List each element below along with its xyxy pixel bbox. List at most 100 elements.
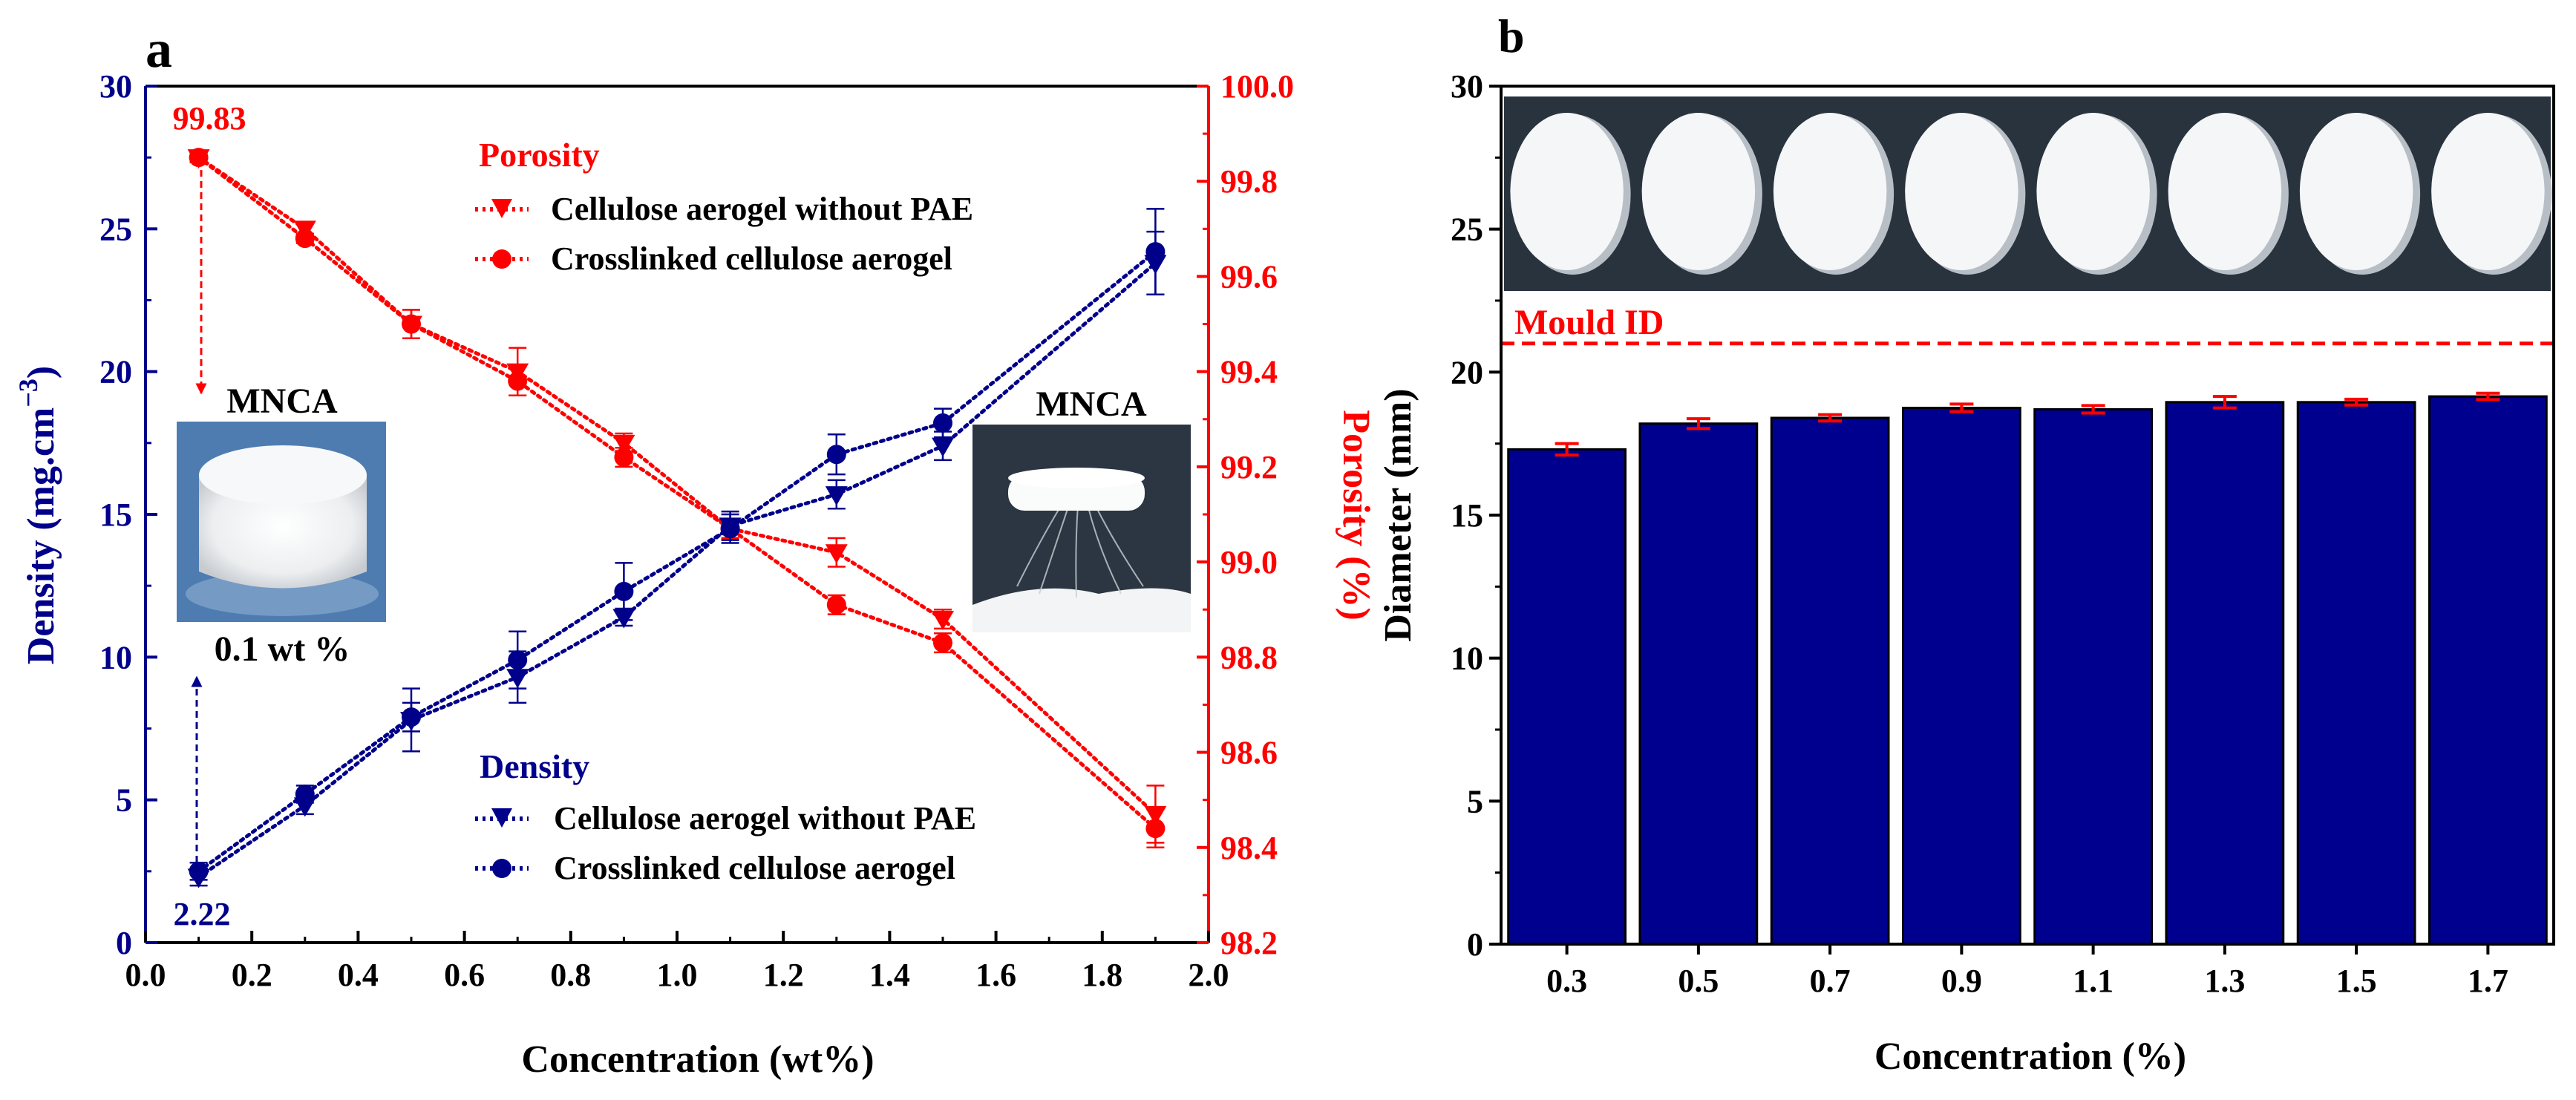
data-point-circle — [402, 707, 421, 727]
legend-porosity-crosslinked: Crosslinked cellulose aerogel — [551, 240, 952, 277]
y-tick-label: 20 — [1451, 354, 1483, 390]
inset-left-photo — [177, 422, 386, 622]
y-right-tick-label: 100.0 — [1220, 68, 1294, 105]
y-right-tick-label: 98.2 — [1220, 925, 1278, 961]
aerogel-cylinder — [2431, 113, 2545, 270]
y-left-tick-label: 20 — [99, 354, 132, 390]
bar-0.9 — [1901, 407, 2021, 946]
data-point-triangle — [932, 611, 954, 631]
data-point-circle — [826, 445, 846, 465]
inset-right-title: MNCA — [1036, 384, 1147, 424]
y-left-tick-label: 5 — [116, 782, 132, 819]
panel-a-label: a — [146, 19, 172, 79]
data-point-circle — [1145, 242, 1166, 262]
legend-marker-triangle-blue — [491, 808, 512, 828]
panel-a-ylabel-right: Porosity (%) — [1335, 410, 1377, 621]
x-tick-label: 0.9 — [1941, 963, 1982, 999]
y-right-tick-label: 98.8 — [1220, 639, 1278, 675]
legend-porosity: Porosity Cellulose aerogel without PAE C… — [475, 136, 973, 277]
data-point-circle — [614, 448, 634, 468]
annotation-bottom-value: 2.22 — [174, 896, 231, 932]
y-left-tick-label: 10 — [99, 639, 132, 675]
panel-b-ylabel: Diameter (mm) — [1377, 388, 1419, 641]
x-tick-label: 1.0 — [657, 957, 698, 993]
x-tick-label: 1.7 — [2468, 963, 2508, 999]
legend-marker-circle-blue — [492, 859, 511, 878]
data-point-circle — [614, 581, 634, 601]
aerogel-cylinder — [1641, 113, 1756, 270]
ylabel-left-superscript: −3 — [13, 379, 43, 407]
panel-b-bars — [1507, 391, 2548, 946]
x-tick-label: 1.4 — [869, 957, 910, 993]
mould-id-label: Mould ID — [1514, 303, 1664, 342]
legend-porosity-title: Porosity — [479, 136, 600, 174]
legend-marker-circle-red — [492, 249, 511, 269]
bar-0.7 — [1770, 416, 1890, 946]
x-tick-label: 0.0 — [125, 957, 166, 993]
x-tick-label: 1.1 — [2073, 963, 2114, 999]
y-left-tick-label: 15 — [99, 497, 132, 533]
x-tick-label: 0.5 — [1678, 963, 1719, 999]
x-tick-label: 0.6 — [444, 957, 485, 993]
inset-left-caption: 0.1 wt % — [215, 629, 350, 669]
panel-b-diameter-chart: b Mould ID 0 5 10 15 20 25 30 0.3 0.5 0.7 0.9 1.1 1.… — [1377, 10, 2555, 1078]
inset-right-photo — [972, 425, 1191, 632]
data-point-circle — [508, 650, 528, 670]
y-left-tick-label: 0 — [116, 925, 132, 961]
y-tick-label: 10 — [1451, 641, 1483, 677]
bar-1.3 — [2165, 401, 2285, 946]
y-tick-label: 5 — [1467, 783, 1483, 819]
panel-b-label: b — [1498, 10, 1525, 62]
aerogel-cylinder — [2168, 113, 2282, 270]
photo-strip-aerogels — [1504, 96, 2552, 291]
annotation-top-value: 99.83 — [173, 100, 246, 137]
legend-density-without-pae: Cellulose aerogel without PAE — [554, 800, 976, 837]
legend-density-title: Density — [480, 747, 589, 785]
y-right-tick-label: 99.0 — [1220, 544, 1278, 580]
y-tick-label: 30 — [1451, 68, 1483, 105]
data-point-circle — [295, 784, 315, 804]
data-point-circle — [720, 519, 740, 539]
panel-a-density-porosity-chart: a 0.0 0.2 0.4 0.6 0.8 1.0 1.2 1.4 1.6 1.8 2.0 0 5 10 1… — [13, 19, 1377, 1081]
x-tick-label: 1.3 — [2204, 963, 2245, 999]
x-tick-label: 2.0 — [1189, 957, 1229, 993]
x-tick-label: 0.8 — [550, 957, 591, 993]
bar-0.5 — [1638, 422, 1759, 946]
bar-0.3 — [1507, 448, 1627, 946]
panel-a-series — [187, 148, 1167, 888]
y-tick-label: 0 — [1467, 926, 1483, 963]
bar-1.1 — [2033, 407, 2154, 946]
y-tick-label: 15 — [1451, 497, 1483, 534]
data-point-circle — [402, 314, 421, 334]
x-tick-label: 1.5 — [2336, 963, 2377, 999]
y-right-tick-label: 99.2 — [1220, 449, 1278, 485]
x-tick-label: 1.8 — [1082, 957, 1122, 993]
data-point-circle — [189, 148, 209, 168]
data-point-triangle — [612, 434, 635, 454]
y-right-tick-label: 98.6 — [1220, 735, 1278, 771]
data-point-circle — [1145, 819, 1166, 839]
data-point-triangle — [825, 486, 848, 506]
legend-marker-triangle-red — [491, 199, 512, 218]
y-right-tick-label: 99.8 — [1220, 163, 1278, 200]
data-point-circle — [933, 633, 952, 653]
y-left-tick-label: 30 — [99, 68, 132, 105]
data-point-triangle — [932, 437, 954, 457]
data-point-triangle — [825, 544, 848, 564]
x-tick-label: 1.6 — [975, 957, 1016, 993]
aerogel-cylinder — [1905, 113, 2018, 270]
bar-1.5 — [2296, 401, 2416, 946]
y-right-tick-label: 98.4 — [1220, 830, 1278, 866]
aerogel-cylinder — [1510, 113, 1624, 270]
panel-b-axes: 0 5 10 15 20 25 30 0.3 0.5 0.7 0.9 1.1 1.3 1.5 1.7 — [1451, 68, 2555, 999]
y-tick-label: 25 — [1451, 212, 1483, 248]
x-tick-label: 0.3 — [1546, 963, 1587, 999]
panel-a-xlabel: Concentration (wt%) — [521, 1038, 874, 1081]
bar-1.7 — [2428, 395, 2548, 946]
x-tick-label: 0.2 — [232, 957, 272, 993]
x-tick-label: 0.4 — [338, 957, 379, 993]
data-point-circle — [508, 371, 528, 391]
x-tick-label: 1.2 — [763, 957, 804, 993]
data-point-circle — [826, 595, 846, 615]
